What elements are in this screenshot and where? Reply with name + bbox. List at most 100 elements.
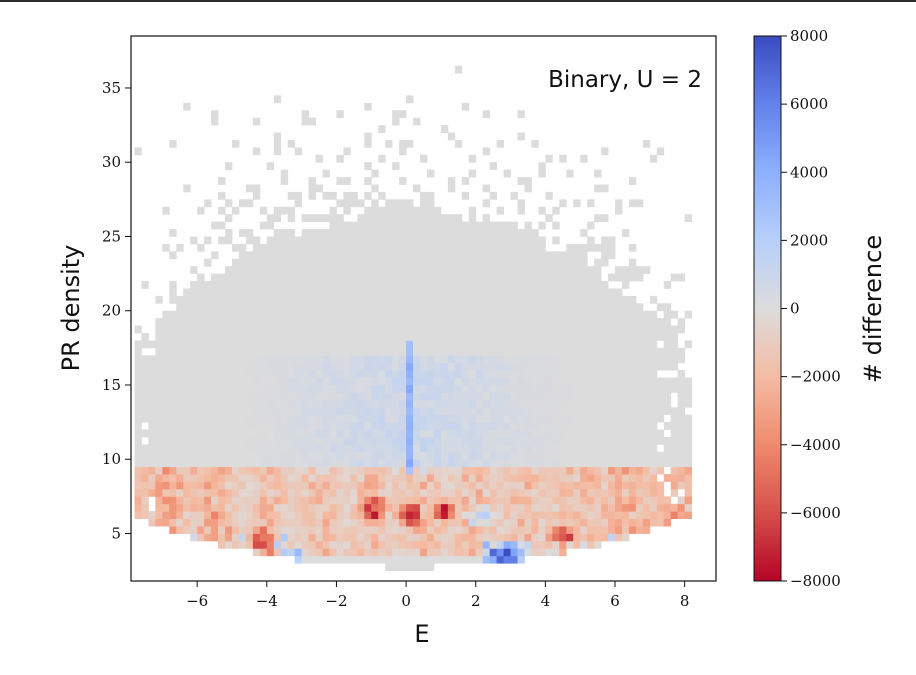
heatmap-cell — [315, 459, 323, 468]
heatmap-cell — [357, 355, 365, 364]
heatmap-cell — [162, 511, 170, 520]
heatmap-cell — [601, 236, 609, 245]
heatmap-cell — [252, 459, 261, 468]
heatmap-cell — [245, 526, 254, 534]
heatmap-cell — [566, 258, 574, 267]
heatmap-cell — [273, 392, 282, 401]
heatmap-cell — [350, 444, 358, 453]
heatmap-cell — [252, 288, 261, 297]
heatmap-cell — [266, 258, 275, 267]
heatmap-cell — [635, 451, 644, 460]
heatmap-cell — [336, 384, 344, 393]
heatmap-cell — [621, 392, 630, 401]
heatmap-cell — [628, 303, 637, 312]
heatmap-cell — [329, 503, 337, 512]
heatmap-cell — [510, 333, 518, 341]
heatmap-cell — [287, 422, 296, 430]
heatmap-cell — [287, 266, 296, 275]
heatmap-cell — [252, 429, 261, 438]
heatmap-cell — [218, 392, 226, 401]
heatmap-cell — [385, 251, 393, 260]
heatmap-cell — [649, 154, 658, 163]
heatmap-cell — [587, 422, 595, 430]
heatmap-cell — [496, 318, 504, 326]
heatmap-cell — [294, 466, 303, 475]
heatmap-cell — [503, 377, 511, 386]
heatmap-cell — [670, 347, 679, 356]
heatmap-cell — [294, 191, 303, 200]
heatmap-cell — [628, 481, 637, 490]
heatmap-cell — [601, 511, 609, 520]
heatmap-cell — [573, 533, 581, 542]
heatmap-cell — [371, 370, 379, 378]
heatmap-cell — [218, 466, 226, 475]
heatmap-cell — [517, 310, 525, 319]
heatmap-cell — [399, 436, 407, 445]
heatmap-cell — [656, 355, 665, 364]
heatmap-cell — [350, 362, 358, 371]
heatmap-cell — [628, 266, 637, 275]
heatmap-cell — [308, 370, 316, 378]
heatmap-cell — [231, 407, 240, 416]
heatmap-cell — [162, 318, 170, 326]
heatmap-cell — [461, 422, 470, 430]
heatmap-cell — [531, 533, 539, 542]
heatmap-cell — [510, 347, 518, 356]
heatmap-cell — [392, 503, 400, 512]
heatmap-cell — [468, 333, 477, 341]
heatmap-cell — [301, 318, 309, 326]
heatmap-cell — [204, 333, 212, 341]
heatmap-cell — [580, 496, 588, 505]
heatmap-cell — [433, 451, 442, 460]
heatmap-cell — [475, 384, 484, 393]
heatmap-cell — [371, 229, 379, 237]
heatmap-cell — [677, 436, 686, 445]
heatmap-cell — [447, 399, 456, 408]
heatmap-cell — [482, 407, 491, 416]
heatmap-cell — [392, 281, 400, 289]
heatmap-cell — [211, 422, 219, 430]
heatmap-cell — [392, 340, 400, 349]
heatmap-cell — [238, 377, 247, 386]
heatmap-cell — [301, 370, 309, 378]
heatmap-cell — [426, 548, 435, 557]
heatmap-cell — [461, 436, 470, 445]
heatmap-cell — [287, 414, 296, 423]
heatmap-cell — [628, 384, 637, 393]
heatmap-cell — [475, 370, 484, 378]
heatmap-cell — [503, 466, 511, 475]
heatmap-cell — [308, 347, 316, 356]
heatmap-cell — [426, 362, 435, 371]
window-top-border — [0, 0, 916, 2]
heatmap-cell — [461, 399, 470, 408]
heatmap-cell — [259, 392, 268, 401]
heatmap-cell — [545, 436, 553, 445]
heatmap-cell — [615, 355, 623, 364]
heatmap-cell — [308, 429, 316, 438]
heatmap-cell — [615, 347, 623, 356]
heatmap-cell — [635, 318, 644, 326]
heatmap-cell — [406, 355, 414, 364]
heatmap-cell — [176, 436, 184, 445]
heatmap-cell — [552, 288, 560, 297]
heatmap-cell — [587, 377, 595, 386]
heatmap-cell — [322, 414, 330, 423]
y-tick-label: 25 — [102, 227, 121, 245]
heatmap-cell — [162, 243, 170, 252]
heatmap-cell — [308, 414, 316, 423]
heatmap-cell — [608, 295, 616, 304]
heatmap-cell — [294, 258, 303, 267]
heatmap-cell — [635, 511, 644, 520]
heatmap-cell — [566, 310, 574, 319]
heatmap-cell — [663, 503, 672, 512]
heatmap-cell — [231, 384, 240, 393]
heatmap-cell — [364, 229, 372, 237]
heatmap-cell — [350, 310, 358, 319]
heatmap-cell — [357, 526, 365, 534]
heatmap-cell — [329, 258, 337, 267]
heatmap-cell — [649, 347, 658, 356]
heatmap-cell — [642, 355, 651, 364]
heatmap-cell — [573, 540, 581, 549]
heatmap-cell — [552, 422, 560, 430]
